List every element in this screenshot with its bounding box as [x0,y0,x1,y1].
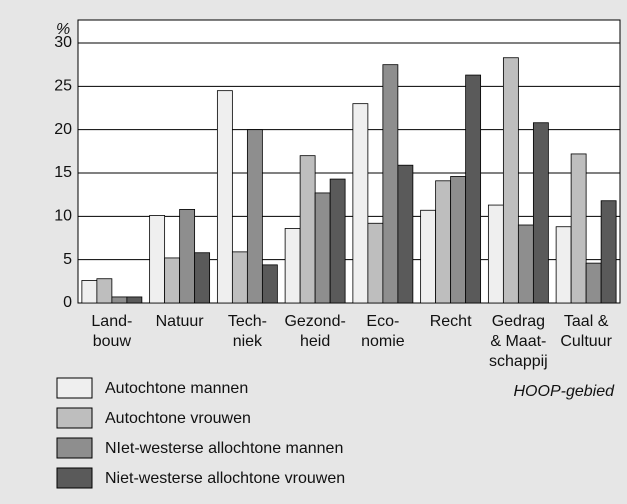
y-tick-label: 25 [54,78,72,95]
bar [149,215,166,304]
bar [194,252,211,304]
unit-label: % [56,21,70,38]
bar [329,178,346,304]
bar [216,90,233,304]
bar [382,64,399,304]
x-tick-label: Land- [91,313,132,330]
bar [284,228,301,304]
x-tick-label: & Maat- [490,333,546,350]
bar [517,224,534,304]
bar [435,180,452,304]
legend-label: Niet-westerse allochtone vrouwen [105,470,345,487]
bar [532,122,549,304]
legend-swatch [56,377,93,399]
bar [352,103,369,304]
bar [96,278,113,304]
x-tick-label: Recht [430,313,472,330]
x-tick-label: Taal & [564,313,609,330]
x-tick-label: bouw [93,333,132,350]
bar [487,204,504,304]
x-tick-label: nomie [361,333,405,350]
bar [299,155,316,304]
bar [555,226,572,304]
legend-label: Autochtone mannen [105,380,248,397]
bar [126,296,143,304]
y-tick-label: 15 [54,164,72,181]
x-tick-label: Tech- [228,313,267,330]
bar [261,264,278,304]
bar [465,74,482,304]
bar [81,280,98,304]
bar [420,209,437,304]
bar [111,296,128,304]
bar [585,262,602,304]
bar [164,257,181,304]
x-tick-label: Natuur [156,313,205,330]
y-tick-label: 0 [63,294,72,311]
legend-swatch [56,407,93,429]
bar [570,153,587,304]
annotation: HOOP-gebied [514,383,616,400]
x-tick-label: Gedrag [492,313,545,330]
legend-swatch [56,437,93,459]
x-tick-label: schappij [489,353,548,370]
legend-swatch [56,467,93,489]
y-tick-label: 10 [54,208,72,225]
bar [450,176,467,304]
bar [397,164,414,304]
x-tick-label: Eco- [366,313,399,330]
bar [502,57,519,304]
legend-label: Autochtone vrouwen [105,410,251,427]
bar [314,192,331,304]
bar [600,200,617,304]
x-tick-label: heid [300,333,330,350]
x-tick-label: niek [233,333,263,350]
y-tick-label: 20 [54,121,72,138]
legend-label: NIet-westerse allochtone mannen [105,440,343,457]
y-tick-label: 30 [54,34,72,51]
bar [367,222,384,304]
bar [179,208,196,304]
bar [231,251,248,304]
x-tick-label: Gezond- [284,313,345,330]
x-tick-label: Cultuur [560,333,612,350]
bar [246,129,263,304]
y-tick-label: 5 [63,251,72,268]
